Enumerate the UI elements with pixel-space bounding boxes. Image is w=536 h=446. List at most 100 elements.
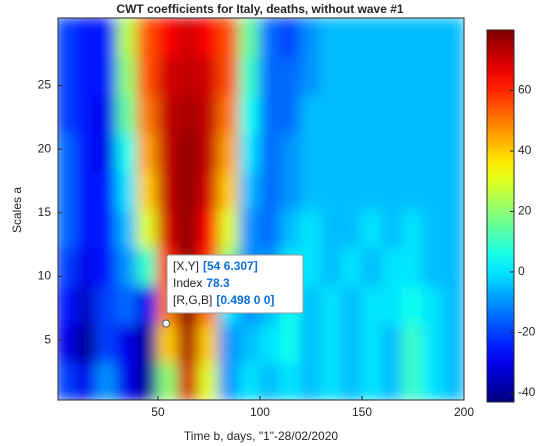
heatmap-cell <box>75 360 98 400</box>
heatmap-cell <box>279 322 302 363</box>
heatmap-cell <box>381 246 404 287</box>
heatmap-cell <box>116 55 139 96</box>
heatmap-cell <box>422 169 445 210</box>
heatmap-cell <box>401 93 425 134</box>
heatmap-cell <box>340 284 363 325</box>
heatmap-cell <box>136 284 159 325</box>
heatmap-cell <box>258 208 282 249</box>
heatmap-cell <box>238 208 261 249</box>
heatmap-cell <box>299 18 323 58</box>
heatmap-cell <box>258 18 282 58</box>
heatmap-cell <box>258 322 282 363</box>
heatmap-cell <box>116 93 139 134</box>
heatmap-cell <box>401 55 425 96</box>
heatmap-cell <box>360 131 384 172</box>
heatmap-cell <box>58 284 78 325</box>
datatip-label: Index <box>173 276 202 290</box>
heatmap-cell <box>136 131 159 172</box>
heatmap-cell <box>75 55 98 96</box>
colorbar <box>486 29 515 403</box>
heatmap-cell <box>442 55 464 96</box>
heatmap-cell <box>442 18 464 58</box>
heatmap-cell <box>381 322 404 363</box>
heatmap-cell <box>177 18 200 58</box>
heatmap-cell <box>381 18 404 58</box>
heatmap-cell <box>340 246 363 287</box>
heatmap-cell <box>299 360 323 400</box>
heatmap-cell <box>58 55 78 96</box>
colorbar-tick-label: 0 <box>518 264 525 278</box>
colorbar-tick-label: 60 <box>518 83 532 97</box>
heatmap-cell <box>136 18 159 58</box>
datatip-box <box>166 254 304 314</box>
heatmap-cell <box>442 360 464 400</box>
heatmap-cell <box>279 18 302 58</box>
heatmap-cell <box>218 208 241 249</box>
datatip-row: [R,G,B] [0.498 0 0] <box>173 293 274 307</box>
heatmap-cell <box>442 322 464 363</box>
heatmap-cell <box>95 93 119 134</box>
heatmap-cell <box>95 169 119 210</box>
heatmap-cell <box>279 93 302 134</box>
heatmap-cell <box>218 93 241 134</box>
heatmap-cell <box>320 18 343 58</box>
heatmap-cell <box>116 322 139 363</box>
heatmap-cell <box>75 246 98 287</box>
heatmap-cell <box>75 208 98 249</box>
heatmap-cell <box>299 322 323 363</box>
heatmap-cell <box>422 208 445 249</box>
heatmap-cell <box>116 169 139 210</box>
y-tick-label: 5 <box>44 332 51 346</box>
heatmap-cell <box>136 93 159 134</box>
heatmap-cell <box>156 55 180 96</box>
heatmap-cell <box>299 246 323 287</box>
heatmap-cell <box>136 169 159 210</box>
heatmap-cell <box>442 93 464 134</box>
heatmap-cell <box>218 18 241 58</box>
heatmap-cell <box>75 322 98 363</box>
datatip-label: [X,Y] <box>173 259 199 273</box>
heatmap-cell <box>177 131 200 172</box>
heatmap-cell <box>218 169 241 210</box>
y-tick-label: 25 <box>38 78 52 92</box>
heatmap-cell <box>320 284 343 325</box>
datatip-label: [R,G,B] <box>173 293 212 307</box>
heatmap-cell <box>197 322 221 363</box>
heatmap-cell <box>340 322 363 363</box>
heatmap-cell <box>218 322 241 363</box>
heatmap-cell <box>340 131 363 172</box>
heatmap-cell <box>422 55 445 96</box>
heatmap-cell <box>95 284 119 325</box>
datatip-marker <box>162 319 171 328</box>
heatmap-cell <box>136 208 159 249</box>
heatmap-cell <box>156 131 180 172</box>
heatmap-cell <box>116 18 139 58</box>
heatmap-cell <box>95 131 119 172</box>
heatmap-cell <box>381 131 404 172</box>
heatmap-cell <box>401 360 425 400</box>
x-tick-label: 200 <box>454 405 474 419</box>
heatmap-cell <box>156 18 180 58</box>
heatmap-cell <box>401 208 425 249</box>
heatmap-cell <box>177 169 200 210</box>
heatmap-cell <box>442 208 464 249</box>
heatmap-cell <box>340 169 363 210</box>
heatmap-cell <box>238 131 261 172</box>
heatmap-cell <box>75 284 98 325</box>
plot-frame <box>57 17 465 401</box>
chart-title: CWT coefficients for Italy, deaths, with… <box>116 2 403 16</box>
heatmap-cell <box>197 208 221 249</box>
heatmap-cell <box>320 360 343 400</box>
heatmap-cell <box>442 169 464 210</box>
colorbar-tick-label: -40 <box>518 385 536 399</box>
heatmap-cell <box>95 246 119 287</box>
heatmap-cell <box>238 18 261 58</box>
datatip-row: [X,Y] [54 6.307] <box>173 259 258 273</box>
heatmap-cell <box>340 55 363 96</box>
heatmap-cell <box>156 322 180 363</box>
heatmap-cell <box>401 246 425 287</box>
heatmap-cell <box>320 55 343 96</box>
heatmap-cell <box>299 284 323 325</box>
heatmap-cell <box>238 93 261 134</box>
